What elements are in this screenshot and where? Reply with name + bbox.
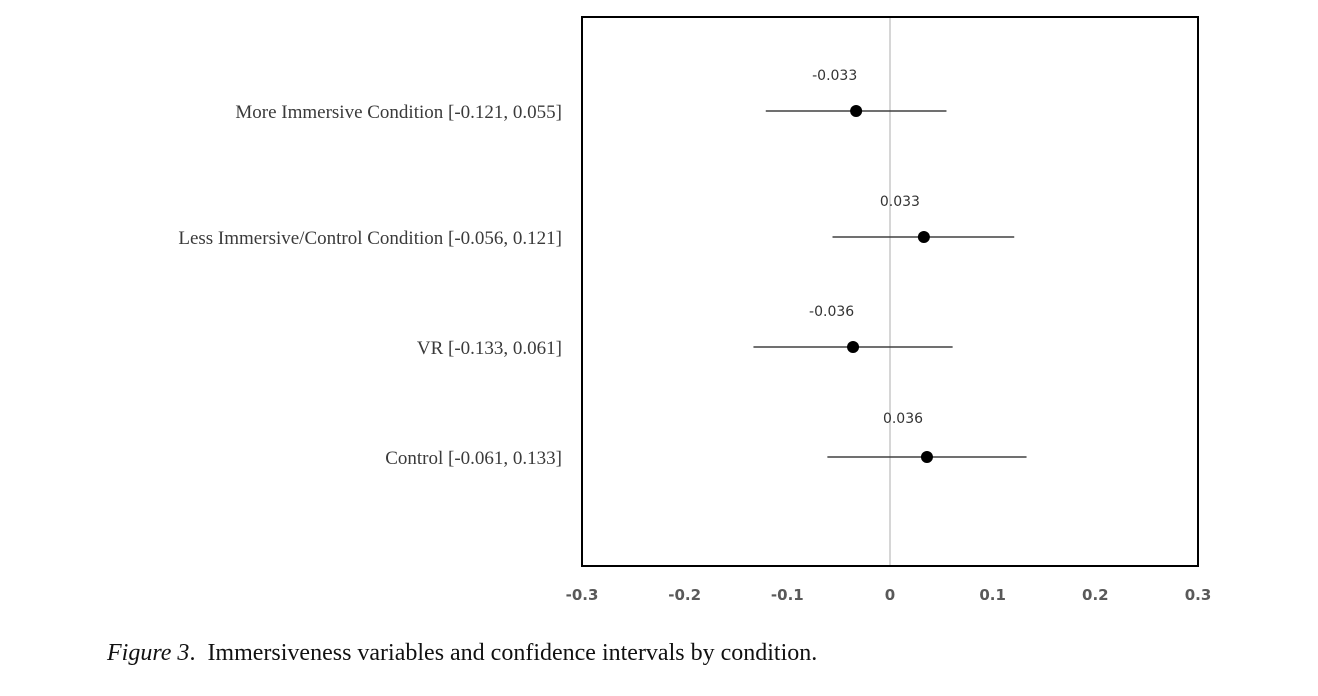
- estimate-point: [850, 105, 863, 117]
- estimate-point: [920, 451, 933, 463]
- category-label: Less Immersive/Control Condition [-0.056…: [178, 228, 562, 249]
- caption-text: Immersiveness variables and confidence i…: [207, 640, 818, 666]
- x-tick-label: 0.1: [979, 586, 1006, 604]
- plot-frame: [581, 16, 1199, 567]
- category-label: More Immersive Condition [-0.121, 0.055]: [235, 102, 562, 123]
- data-label-layer: -0.033 0.033 -0.036 0.036: [809, 68, 923, 427]
- point-layer: [847, 105, 933, 463]
- figure-number: Figure 3: [107, 640, 190, 666]
- category-label: VR [-0.133, 0.061]: [417, 338, 562, 359]
- x-tick-label: 0: [885, 586, 895, 604]
- data-label: 0.036: [883, 411, 923, 427]
- data-label: -0.036: [809, 304, 854, 320]
- estimate-point: [847, 341, 860, 353]
- figure-caption: Figure 3. Immersiveness variables and co…: [107, 640, 817, 667]
- x-tick-label: 0.2: [1082, 586, 1109, 604]
- x-tick-label: 0.3: [1185, 586, 1212, 604]
- category-label: Control [-0.061, 0.133]: [385, 448, 562, 469]
- x-tick-label: -0.3: [566, 586, 599, 604]
- x-tick-label: -0.1: [771, 586, 804, 604]
- data-label: -0.033: [812, 68, 857, 84]
- data-label: 0.033: [880, 194, 920, 210]
- caption-separator: .: [189, 640, 208, 666]
- x-tick-label-layer: -0.3 -0.2 -0.1 0 0.1 0.2 0.3: [566, 586, 1212, 604]
- estimate-point: [917, 231, 930, 243]
- x-tick-label: -0.2: [668, 586, 701, 604]
- category-label-layer: More Immersive Condition [-0.121, 0.055]…: [178, 102, 562, 469]
